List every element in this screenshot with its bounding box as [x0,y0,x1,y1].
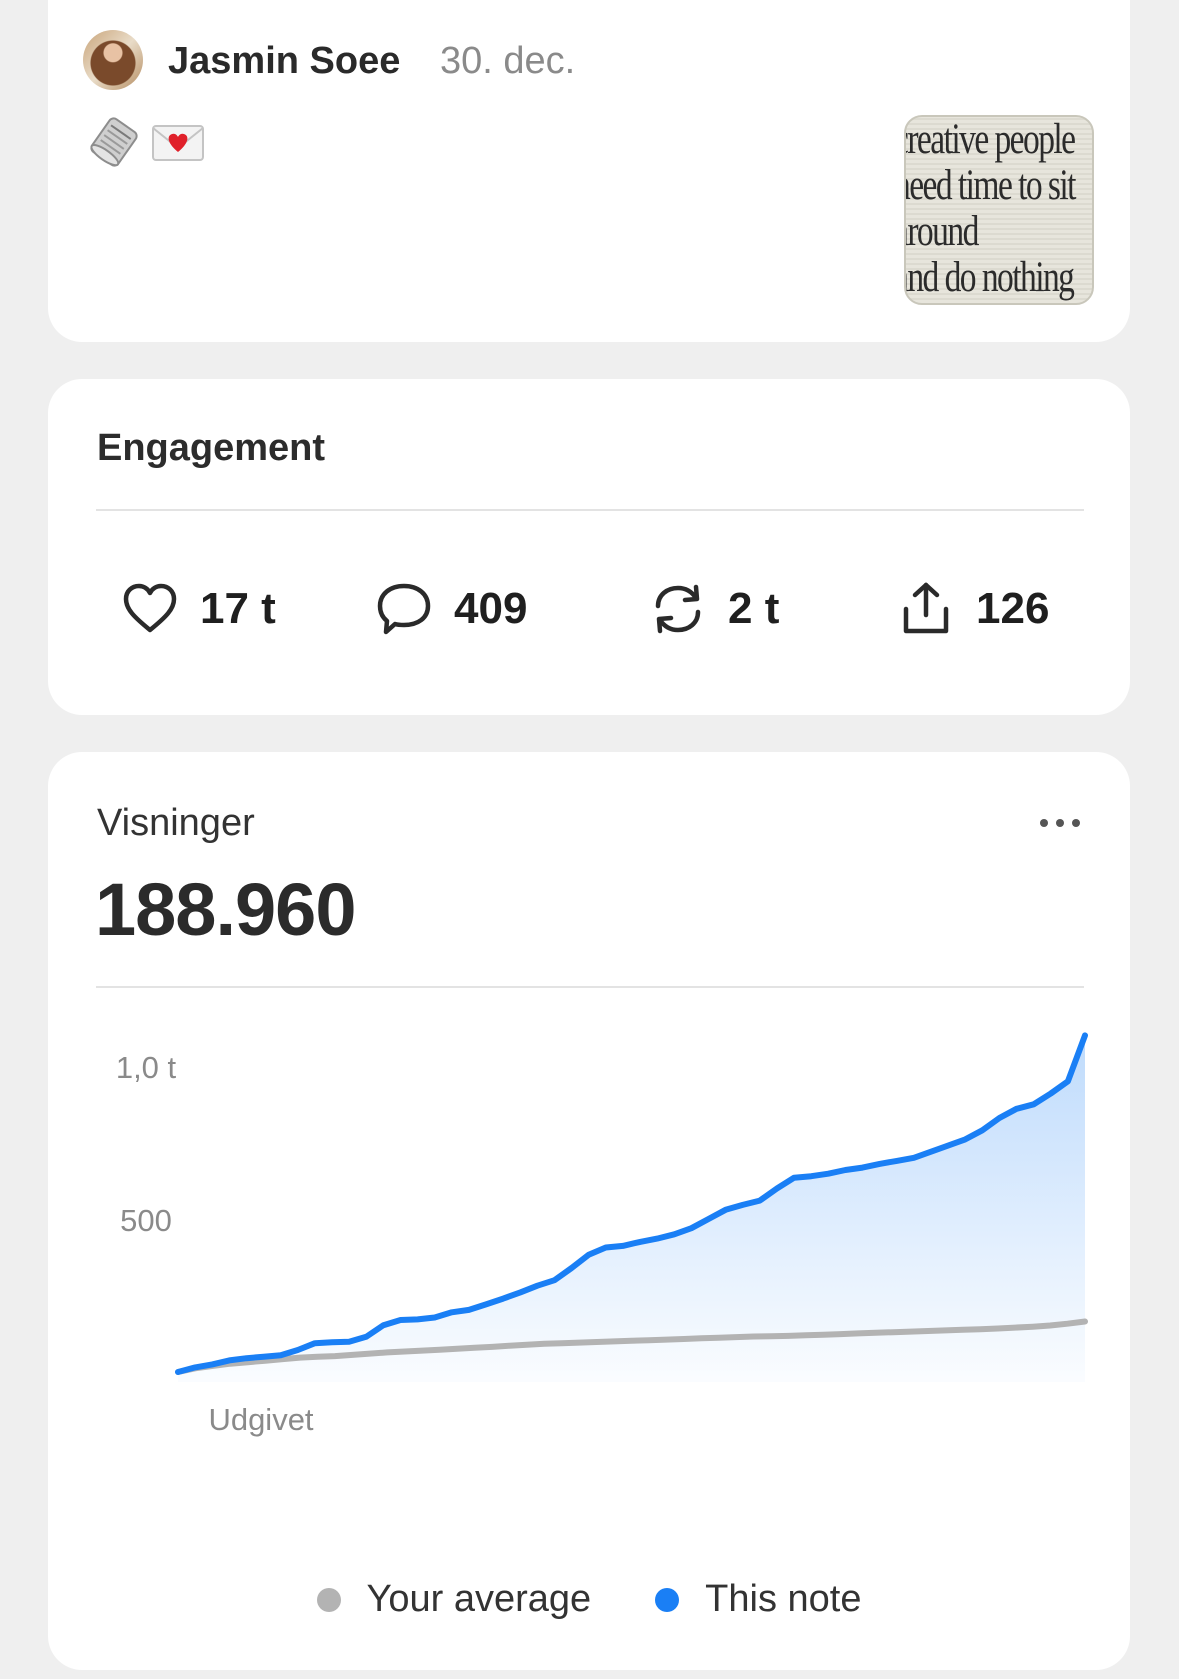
your-average-line [175,1318,1088,1375]
legend-label-this-note: This note [705,1578,862,1620]
restacks-count: 2 t [728,584,780,633]
comments-stat[interactable]: 409 [374,579,527,639]
legend-dot-average [316,1587,341,1612]
views-total: 188.960 [95,868,356,951]
engagement-divider [96,509,1084,511]
y-tick-label: 1,0 t [116,1050,177,1085]
heart-icon [123,583,177,633]
likes-count: 17 t [200,584,276,633]
love-letter-icon [152,125,204,161]
engagement-card: Engagement 17 t 409 2 t 126 [48,379,1130,715]
more-options-button[interactable] [1040,816,1080,830]
author-name[interactable]: Jasmin Soee [168,40,401,82]
likes-stat[interactable]: 17 t [120,579,276,639]
comment-icon [377,583,431,635]
share-icon [903,582,949,634]
chart-legend: Your average This note [48,1578,1130,1621]
comments-count: 409 [454,584,528,633]
legend-label-average: Your average [366,1578,592,1620]
legend-dot-this-note [655,1587,680,1612]
ellipsis-icon [1040,819,1048,827]
shares-stat[interactable]: 126 [896,579,1049,639]
engagement-title: Engagement [97,427,326,469]
post-date: 30. dec. [440,40,576,82]
legend-item-this-note[interactable]: This note [655,1578,861,1621]
newspaper-roll-icon [90,117,138,167]
note-card[interactable]: Jasmin Soee 30. dec. creative people nee… [48,0,1130,342]
thumbnail-text: creative people need time to sit around … [904,116,1076,301]
author-avatar[interactable] [83,30,143,90]
legend-item-average[interactable]: Your average [316,1578,592,1621]
views-divider [96,986,1084,988]
y-tick-label: 500 [120,1203,172,1238]
this-note-area [178,1035,1085,1382]
views-chart: 1,0 t 500 Udgivet [116,1032,1088,1437]
this-note-line [175,1032,1088,1375]
x-axis-label: Udgivet [208,1402,313,1437]
views-label: Visninger [97,802,255,844]
restack-icon [655,584,701,634]
note-image-thumbnail[interactable]: creative people need time to sit around … [904,115,1094,305]
restacks-stat[interactable]: 2 t [648,579,779,639]
note-emoji-row [86,116,206,168]
shares-count: 126 [976,584,1050,633]
views-card: Visninger 188.960 1,0 t 500 Udgivet Your a… [48,752,1130,1670]
